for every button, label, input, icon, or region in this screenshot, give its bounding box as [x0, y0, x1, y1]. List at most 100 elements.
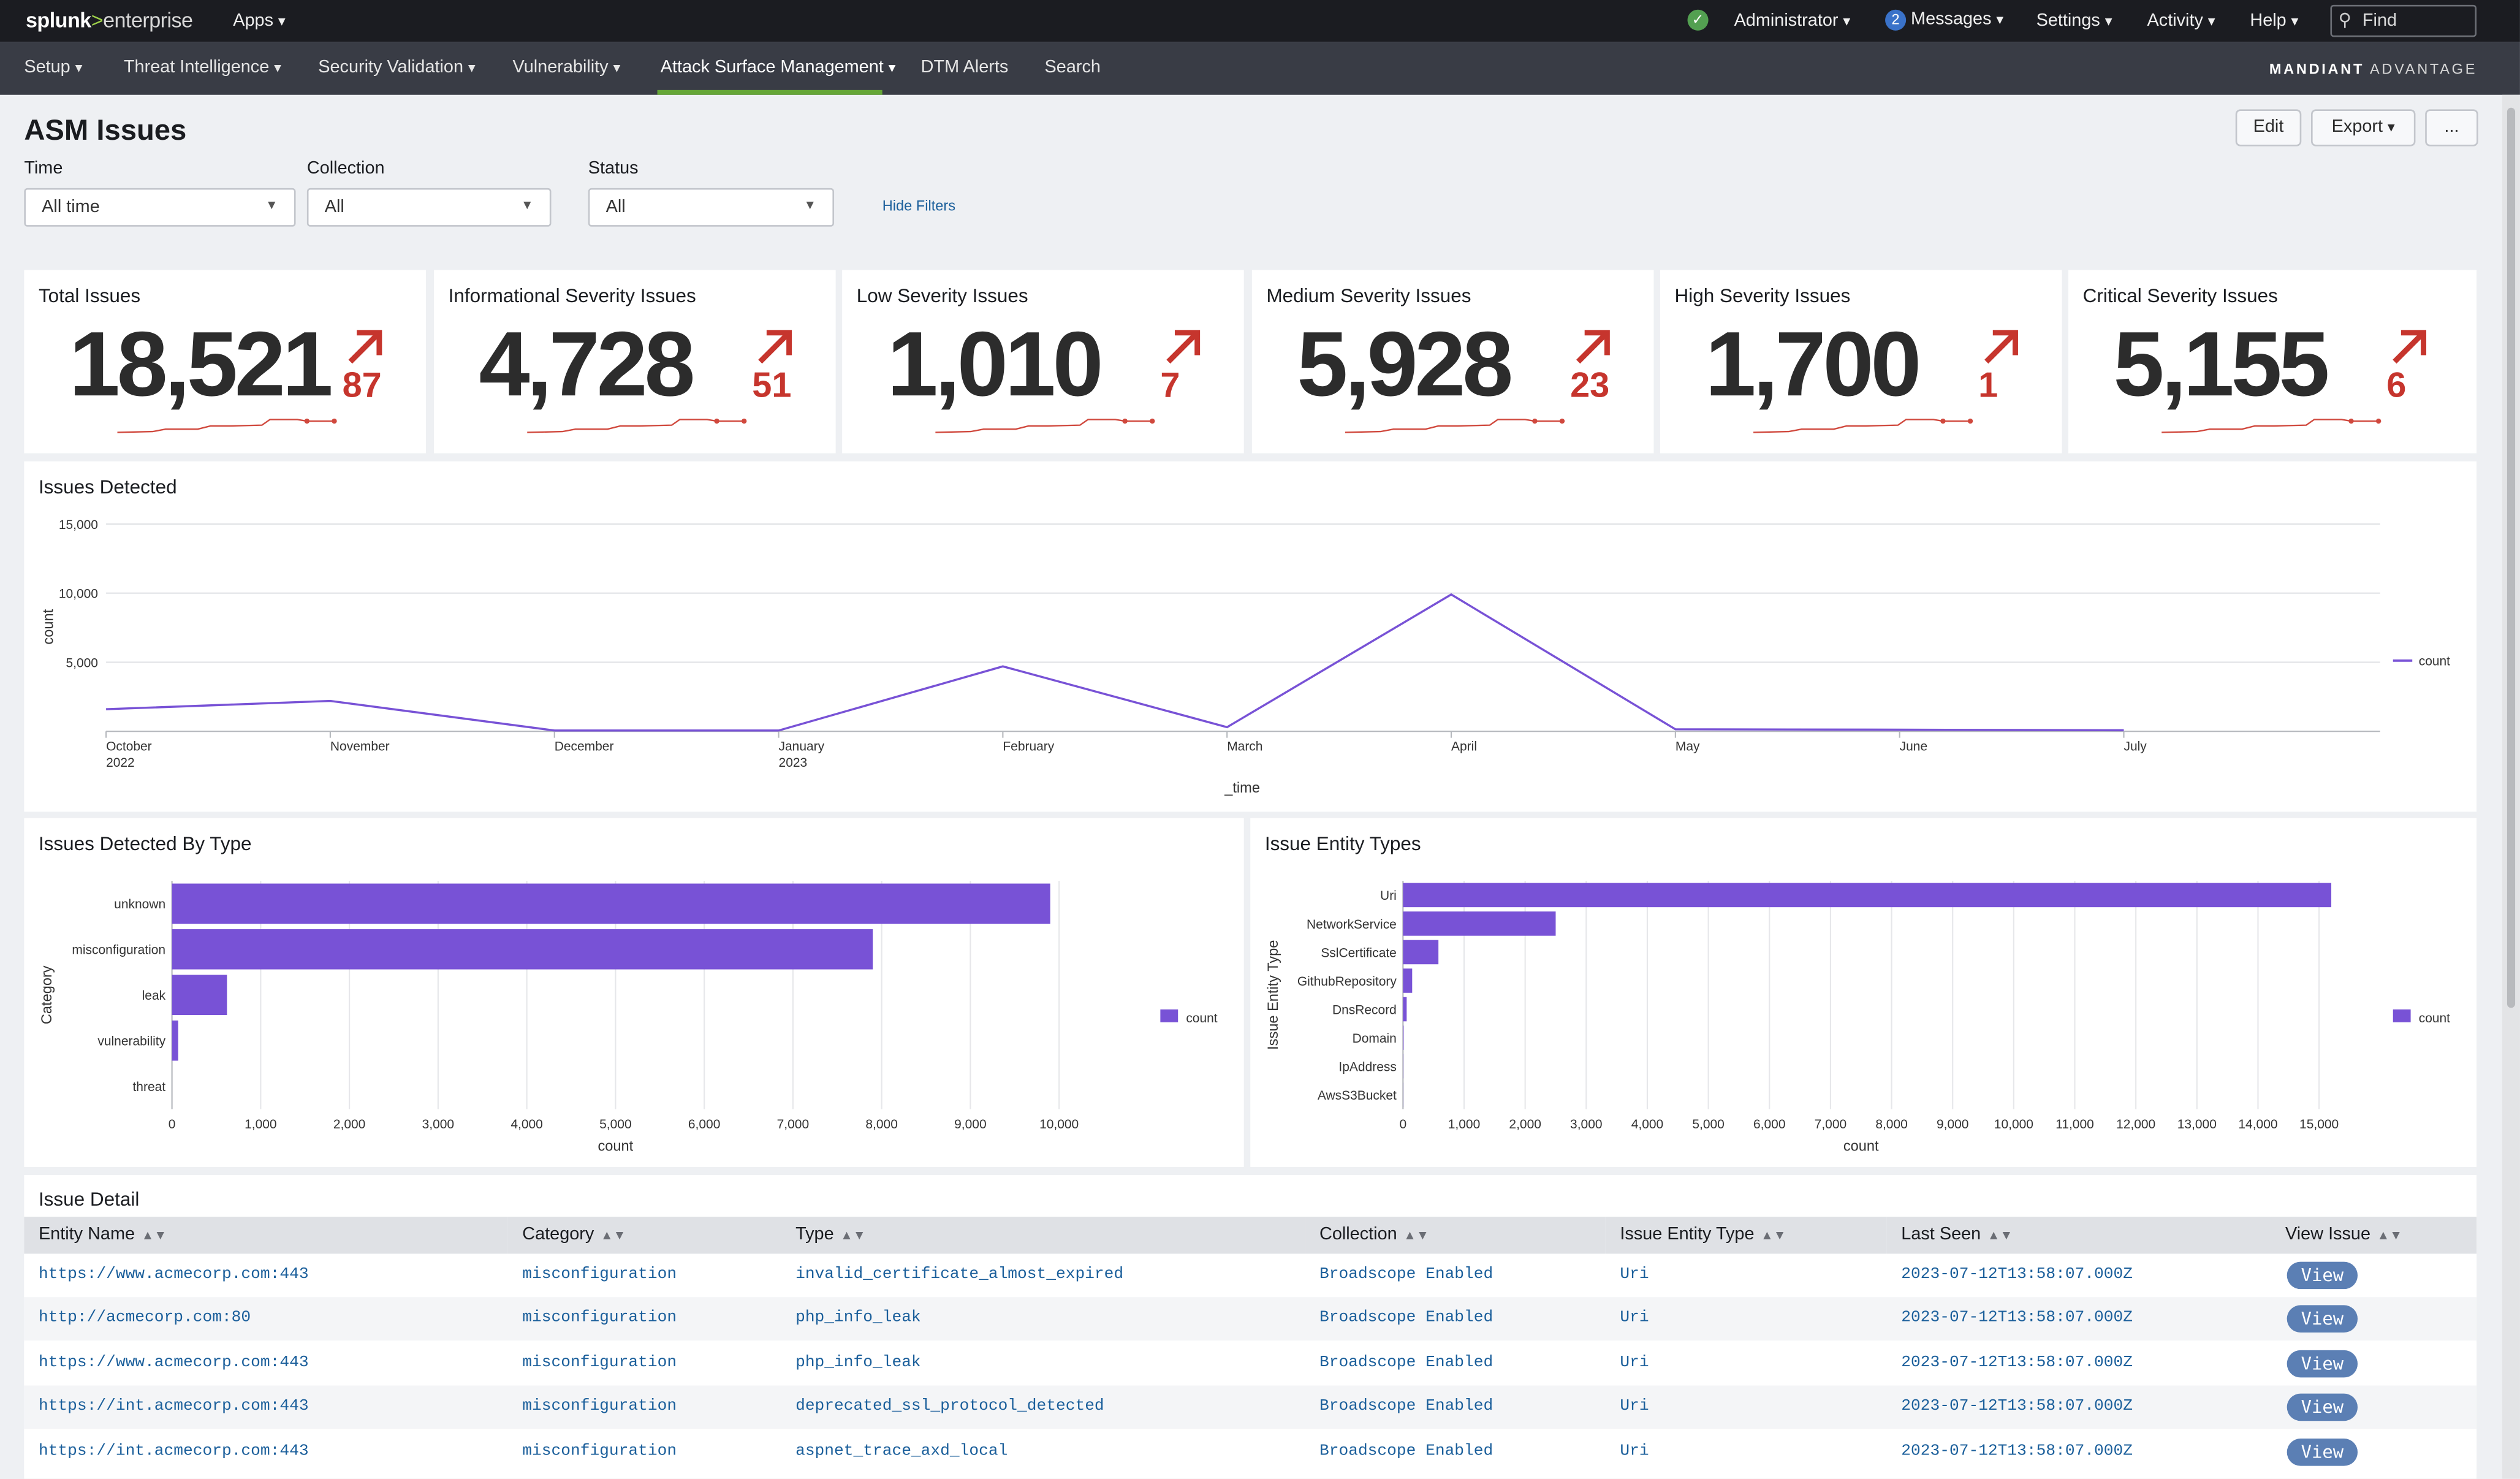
bar-vulnerability[interactable] [172, 1021, 178, 1061]
cell-category[interactable]: misconfiguration [522, 1266, 677, 1284]
category-label: unknown [114, 897, 165, 911]
nav-search[interactable]: Search [1045, 58, 1101, 77]
cell-category[interactable]: misconfiguration [522, 1355, 677, 1372]
collection-filter-select[interactable]: All ▼ [307, 188, 552, 227]
edit-button[interactable]: Edit [2236, 109, 2302, 146]
cell-entity-type[interactable]: Uri [1620, 1310, 1649, 1328]
bar-misconfiguration[interactable] [172, 929, 873, 970]
cell-type[interactable]: php_info_leak [795, 1355, 921, 1372]
cell-last-seen[interactable]: 2023-07-12T13:58:07.000Z [1901, 1355, 2133, 1372]
cell-collection[interactable]: Broadscope Enabled [1319, 1266, 1493, 1284]
hide-filters-link[interactable]: Hide Filters [882, 198, 955, 214]
data-point[interactable] [998, 661, 1008, 671]
cell-entity-type[interactable]: Uri [1620, 1399, 1649, 1416]
help-menu[interactable]: Help [2250, 11, 2298, 30]
cell-collection[interactable]: Broadscope Enabled [1319, 1310, 1493, 1328]
sort-icon[interactable]: ▲▼ [1761, 1228, 1786, 1243]
view-issue-button[interactable]: View [2287, 1394, 2358, 1421]
cell-last-seen[interactable]: 2023-07-12T13:58:07.000Z [1901, 1443, 2133, 1461]
sort-icon[interactable]: ▲▼ [1987, 1228, 2013, 1243]
legend-label[interactable]: count [2419, 1011, 2450, 1025]
data-point[interactable] [101, 704, 111, 714]
nav-setup[interactable]: Setup [24, 58, 82, 77]
cell-type[interactable]: invalid_certificate_almost_expired [795, 1266, 1123, 1284]
find-input[interactable] [2359, 8, 2475, 34]
cell-last-seen[interactable]: 2023-07-12T13:58:07.000Z [1901, 1266, 2133, 1284]
apps-menu[interactable]: Apps [233, 11, 286, 30]
bar-leak[interactable] [172, 975, 227, 1015]
scrollbar-thumb[interactable] [2507, 108, 2515, 1008]
export-button[interactable]: Export [2311, 109, 2415, 146]
cell-entity[interactable]: https://www.acmecorp.com:443 [39, 1266, 309, 1284]
bar-sslcertificate[interactable] [1403, 940, 1438, 965]
splunk-logo[interactable]: splunk>enterprise [26, 8, 193, 32]
column-header-entity-name[interactable]: Entity Name▲▼ [24, 1217, 507, 1253]
cell-entity[interactable]: https://int.acmecorp.com:443 [39, 1399, 309, 1416]
cell-type[interactable]: deprecated_ssl_protocol_detected [795, 1399, 1104, 1416]
cell-category[interactable]: misconfiguration [522, 1443, 677, 1461]
cell-collection[interactable]: Broadscope Enabled [1319, 1355, 1493, 1372]
nav-attack-surface-management[interactable]: Attack Surface Management [661, 58, 896, 77]
activity-menu[interactable]: Activity [2147, 11, 2215, 30]
bar-uri[interactable] [1403, 883, 2331, 908]
nav-threat-intelligence[interactable]: Threat Intelligence [124, 58, 281, 77]
nav-security-validation[interactable]: Security Validation [318, 58, 476, 77]
cell-category[interactable]: misconfiguration [522, 1399, 677, 1416]
column-header-last-seen[interactable]: Last Seen▲▼ [1887, 1217, 2271, 1253]
sort-icon[interactable]: ▲▼ [840, 1228, 866, 1243]
settings-menu[interactable]: Settings [2036, 11, 2112, 30]
nav-vulnerability[interactable]: Vulnerability [513, 58, 621, 77]
status-filter-select[interactable]: All ▼ [588, 188, 834, 227]
column-header-view-issue[interactable]: View Issue▲▼ [2271, 1217, 2476, 1253]
cell-type[interactable]: aspnet_trace_axd_local [795, 1443, 1008, 1461]
legend-label[interactable]: count [1186, 1011, 1217, 1025]
column-header-collection[interactable]: Collection▲▼ [1305, 1217, 1605, 1253]
view-issue-button[interactable]: View [2287, 1262, 2358, 1290]
x-tick-label: 9,000 [1937, 1117, 1968, 1131]
data-point[interactable] [550, 726, 560, 736]
data-point[interactable] [774, 726, 784, 736]
cell-entity[interactable]: https://int.acmecorp.com:443 [39, 1443, 309, 1461]
cell-type[interactable]: php_info_leak [795, 1310, 921, 1328]
column-header-issue-entity-type[interactable]: Issue Entity Type▲▼ [1606, 1217, 1887, 1253]
data-point[interactable] [2119, 726, 2129, 736]
view-issue-button[interactable]: View [2287, 1306, 2358, 1333]
cell-entity-type[interactable]: Uri [1620, 1443, 1649, 1461]
sort-icon[interactable]: ▲▼ [142, 1228, 167, 1243]
legend-label[interactable]: count [2419, 655, 2450, 669]
sort-icon[interactable]: ▲▼ [1403, 1228, 1429, 1243]
cell-entity[interactable]: http://acmecorp.com:80 [39, 1310, 251, 1328]
cell-entity-type[interactable]: Uri [1620, 1355, 1649, 1372]
cell-collection[interactable]: Broadscope Enabled [1319, 1443, 1493, 1461]
column-header-type[interactable]: Type▲▼ [781, 1217, 1305, 1253]
time-filter-select[interactable]: All time ▼ [24, 188, 295, 227]
sort-icon[interactable]: ▲▼ [601, 1228, 626, 1243]
data-point[interactable] [1671, 724, 1680, 734]
data-point[interactable] [1446, 590, 1456, 599]
data-point[interactable] [1222, 723, 1232, 732]
column-header-category[interactable]: Category▲▼ [508, 1217, 781, 1253]
nav-dtm-alerts[interactable]: DTM Alerts [921, 58, 1009, 77]
check-circle-icon[interactable]: ✓ [1688, 10, 1709, 31]
page-scrollbar[interactable] [2502, 95, 2520, 1479]
view-issue-button[interactable]: View [2287, 1350, 2358, 1377]
view-issue-button[interactable]: View [2287, 1438, 2358, 1466]
find-box[interactable]: ⚲ [2330, 5, 2476, 37]
cell-last-seen[interactable]: 2023-07-12T13:58:07.000Z [1901, 1310, 2133, 1328]
cell-collection[interactable]: Broadscope Enabled [1319, 1399, 1493, 1416]
cell-entity-type[interactable]: Uri [1620, 1266, 1649, 1284]
data-point[interactable] [1895, 725, 1905, 735]
user-menu[interactable]: Administrator [1734, 11, 1851, 30]
bar-githubrepository[interactable] [1403, 968, 1412, 993]
bar-dnsrecord[interactable] [1403, 997, 1406, 1022]
bar-unknown[interactable] [172, 884, 1050, 924]
data-point[interactable] [325, 696, 335, 706]
cell-last-seen[interactable]: 2023-07-12T13:58:07.000Z [1901, 1399, 2133, 1416]
cell-entity[interactable]: https://www.acmecorp.com:443 [39, 1355, 309, 1372]
bar-networkservice[interactable] [1403, 911, 1555, 936]
cell-category[interactable]: misconfiguration [522, 1310, 677, 1328]
sort-icon[interactable]: ▲▼ [2377, 1228, 2403, 1243]
trend-up-arrow-icon [1980, 326, 2022, 368]
more-actions-button[interactable]: ... [2425, 109, 2478, 146]
